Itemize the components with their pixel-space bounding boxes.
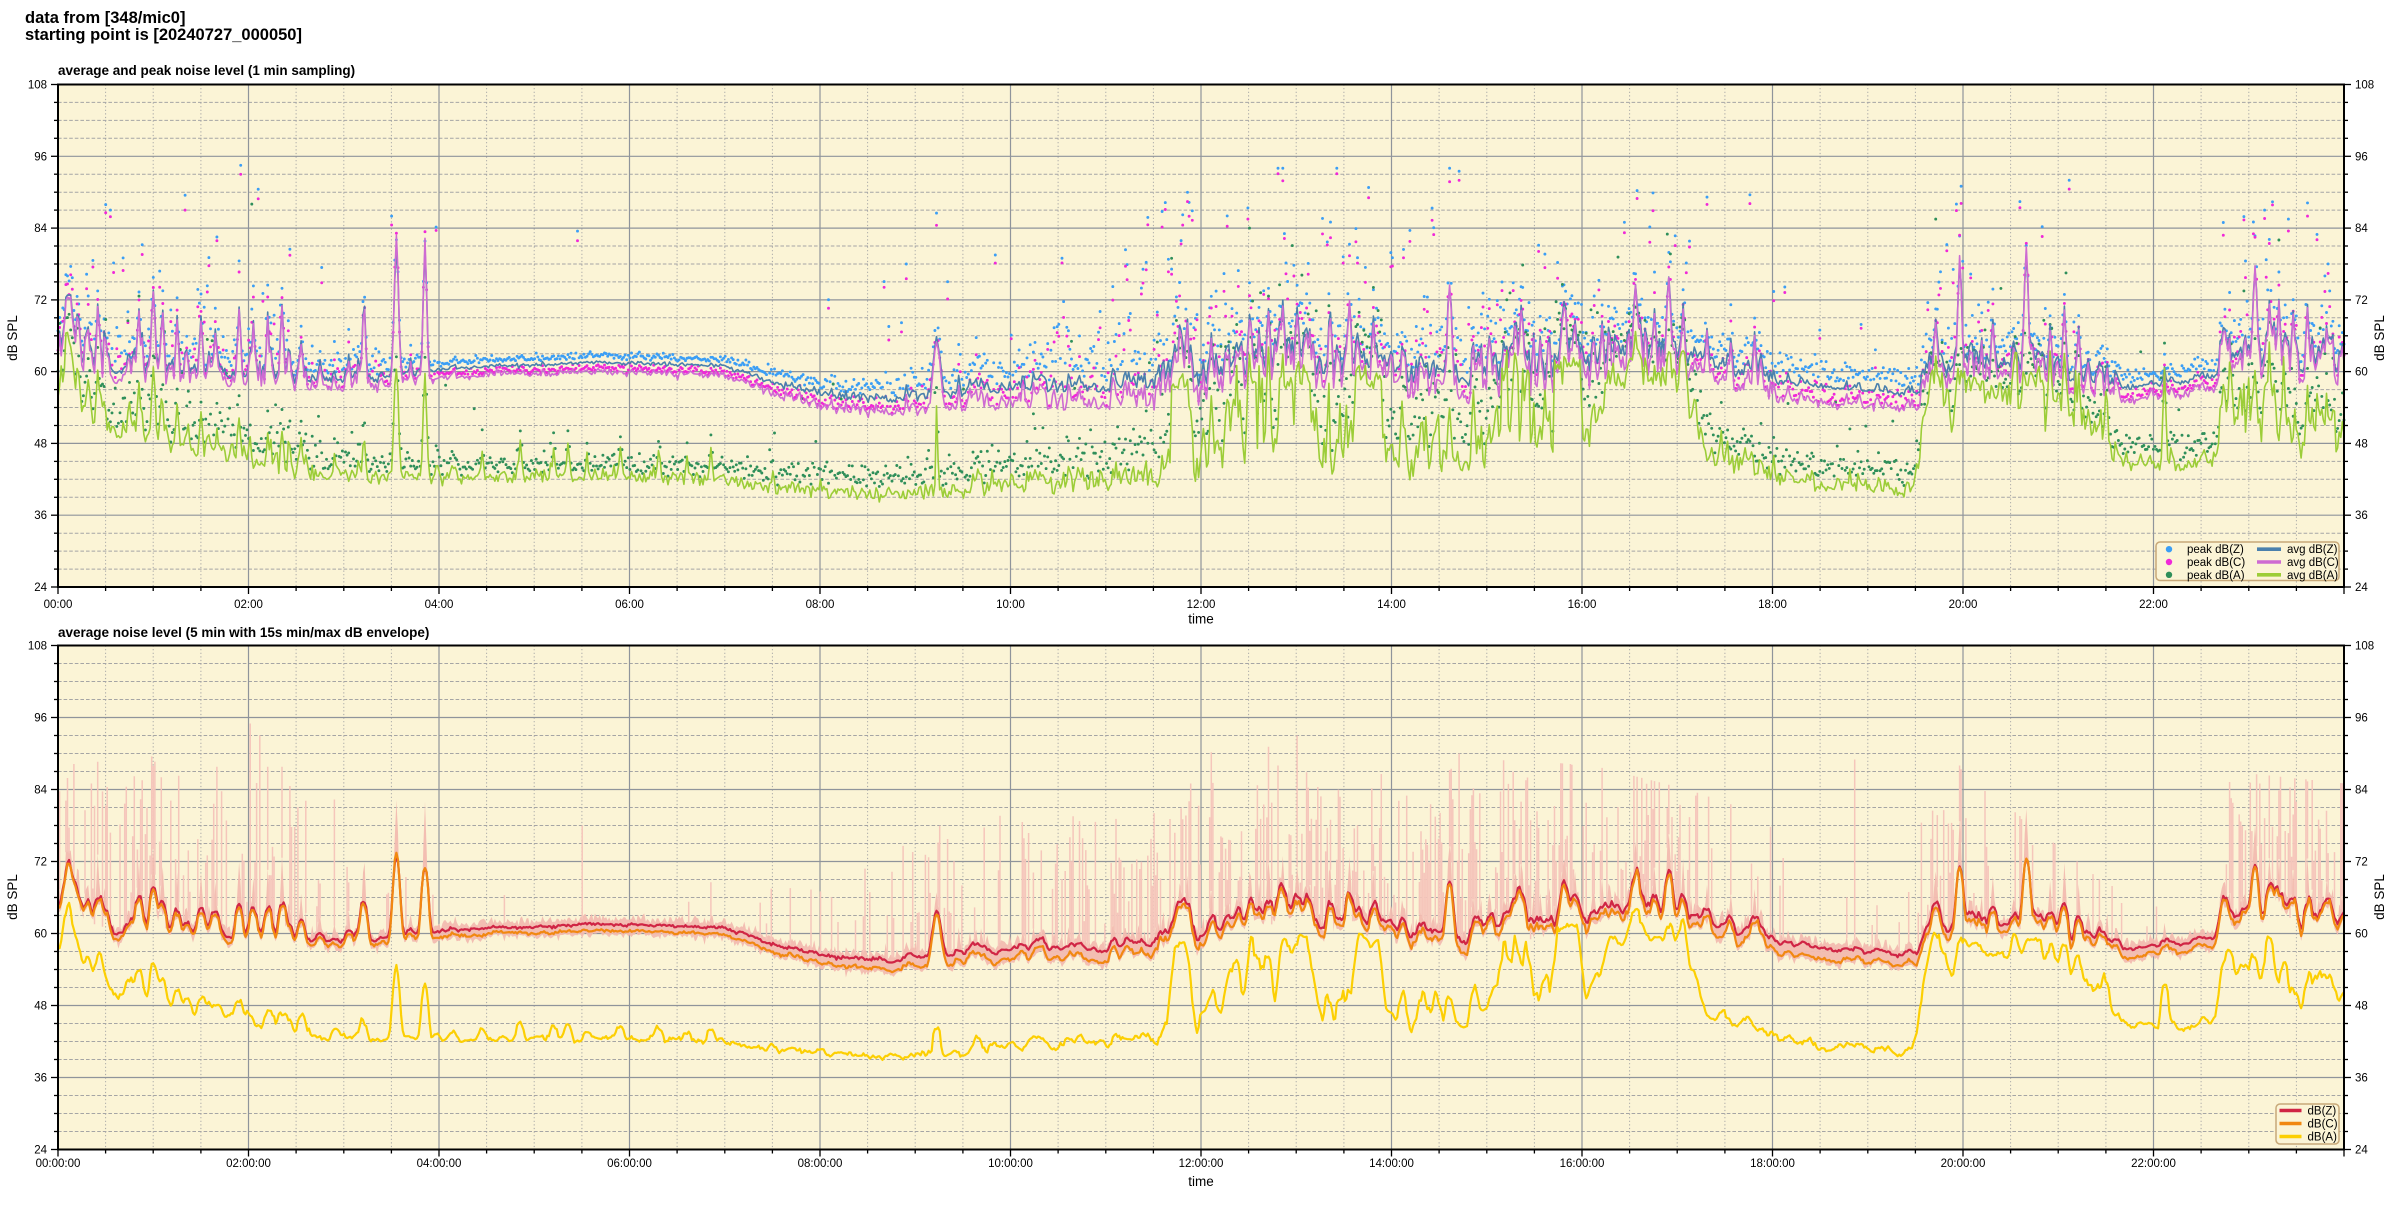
svg-text:dB SPL: dB SPL [2372, 874, 2387, 920]
svg-text:108: 108 [28, 80, 47, 92]
svg-text:48: 48 [34, 438, 47, 450]
svg-text:04:00:00: 04:00:00 [417, 1158, 462, 1170]
svg-text:84: 84 [34, 785, 47, 797]
svg-text:96: 96 [34, 713, 47, 725]
svg-text:72: 72 [2355, 857, 2368, 869]
svg-text:108: 108 [2355, 641, 2374, 653]
svg-text:06:00:00: 06:00:00 [607, 1158, 652, 1170]
svg-text:20:00: 20:00 [1949, 599, 1978, 611]
svg-text:48: 48 [2355, 1001, 2368, 1013]
svg-text:avg dB(Z): avg dB(Z) [2287, 544, 2338, 556]
svg-text:04:00: 04:00 [425, 599, 454, 611]
svg-text:10:00: 10:00 [996, 599, 1025, 611]
svg-text:12:00:00: 12:00:00 [1179, 1158, 1224, 1170]
svg-text:average noise level (5 min wit: average noise level (5 min with 15s min/… [58, 625, 429, 640]
svg-text:dB(A): dB(A) [2308, 1132, 2338, 1144]
svg-text:72: 72 [34, 857, 47, 869]
svg-text:48: 48 [2355, 438, 2368, 450]
svg-text:08:00: 08:00 [806, 599, 835, 611]
svg-text:24: 24 [2355, 1145, 2368, 1157]
svg-text:dB(Z): dB(Z) [2308, 1106, 2337, 1118]
svg-text:24: 24 [34, 582, 47, 594]
svg-text:36: 36 [34, 1073, 47, 1085]
svg-text:06:00: 06:00 [615, 599, 644, 611]
svg-text:84: 84 [2355, 785, 2368, 797]
svg-text:starting point is [20240727_00: starting point is [20240727_000050] [25, 26, 302, 44]
svg-text:avg dB(A): avg dB(A) [2287, 570, 2338, 582]
svg-text:08:00:00: 08:00:00 [798, 1158, 843, 1170]
svg-text:22:00:00: 22:00:00 [2131, 1158, 2176, 1170]
svg-text:peak dB(C): peak dB(C) [2187, 557, 2245, 569]
svg-text:dB SPL: dB SPL [2372, 315, 2387, 361]
svg-text:02:00: 02:00 [234, 599, 263, 611]
svg-text:dB SPL: dB SPL [5, 315, 20, 361]
svg-text:16:00: 16:00 [1568, 599, 1597, 611]
svg-text:36: 36 [2355, 510, 2368, 522]
svg-text:14:00: 14:00 [1377, 599, 1406, 611]
svg-text:60: 60 [2355, 367, 2368, 379]
svg-text:36: 36 [2355, 1073, 2368, 1085]
svg-text:10:00:00: 10:00:00 [988, 1158, 1033, 1170]
svg-text:peak dB(A): peak dB(A) [2187, 570, 2245, 582]
svg-text:18:00: 18:00 [1758, 599, 1787, 611]
svg-text:dB(C): dB(C) [2308, 1119, 2338, 1131]
svg-text:18:00:00: 18:00:00 [1750, 1158, 1795, 1170]
svg-text:14:00:00: 14:00:00 [1369, 1158, 1414, 1170]
svg-text:72: 72 [34, 295, 47, 307]
svg-text:average and peak noise level (: average and peak noise level (1 min samp… [58, 63, 355, 78]
svg-text:48: 48 [34, 1001, 47, 1013]
svg-text:84: 84 [34, 223, 47, 235]
svg-text:96: 96 [2355, 151, 2368, 163]
svg-text:108: 108 [28, 641, 47, 653]
svg-text:22:00: 22:00 [2139, 599, 2168, 611]
svg-text:time: time [1188, 612, 1214, 627]
svg-text:24: 24 [34, 1145, 47, 1157]
svg-text:12:00: 12:00 [1187, 599, 1216, 611]
svg-text:20:00:00: 20:00:00 [1941, 1158, 1986, 1170]
svg-text:96: 96 [34, 151, 47, 163]
svg-text:60: 60 [2355, 929, 2368, 941]
svg-text:avg dB(C): avg dB(C) [2287, 557, 2339, 569]
svg-text:time: time [1188, 1174, 1214, 1189]
svg-text:data from [348/mic0]: data from [348/mic0] [25, 9, 185, 27]
svg-text:36: 36 [34, 510, 47, 522]
svg-text:108: 108 [2355, 80, 2374, 92]
svg-text:84: 84 [2355, 223, 2368, 235]
svg-text:00:00: 00:00 [44, 599, 73, 611]
svg-text:96: 96 [2355, 713, 2368, 725]
svg-text:16:00:00: 16:00:00 [1560, 1158, 1605, 1170]
svg-text:00:00:00: 00:00:00 [36, 1158, 81, 1170]
svg-text:60: 60 [34, 367, 47, 379]
svg-text:dB SPL: dB SPL [5, 874, 20, 920]
svg-text:72: 72 [2355, 295, 2368, 307]
svg-text:peak dB(Z): peak dB(Z) [2187, 544, 2244, 556]
svg-text:24: 24 [2355, 582, 2368, 594]
svg-text:02:00:00: 02:00:00 [226, 1158, 271, 1170]
svg-text:60: 60 [34, 929, 47, 941]
